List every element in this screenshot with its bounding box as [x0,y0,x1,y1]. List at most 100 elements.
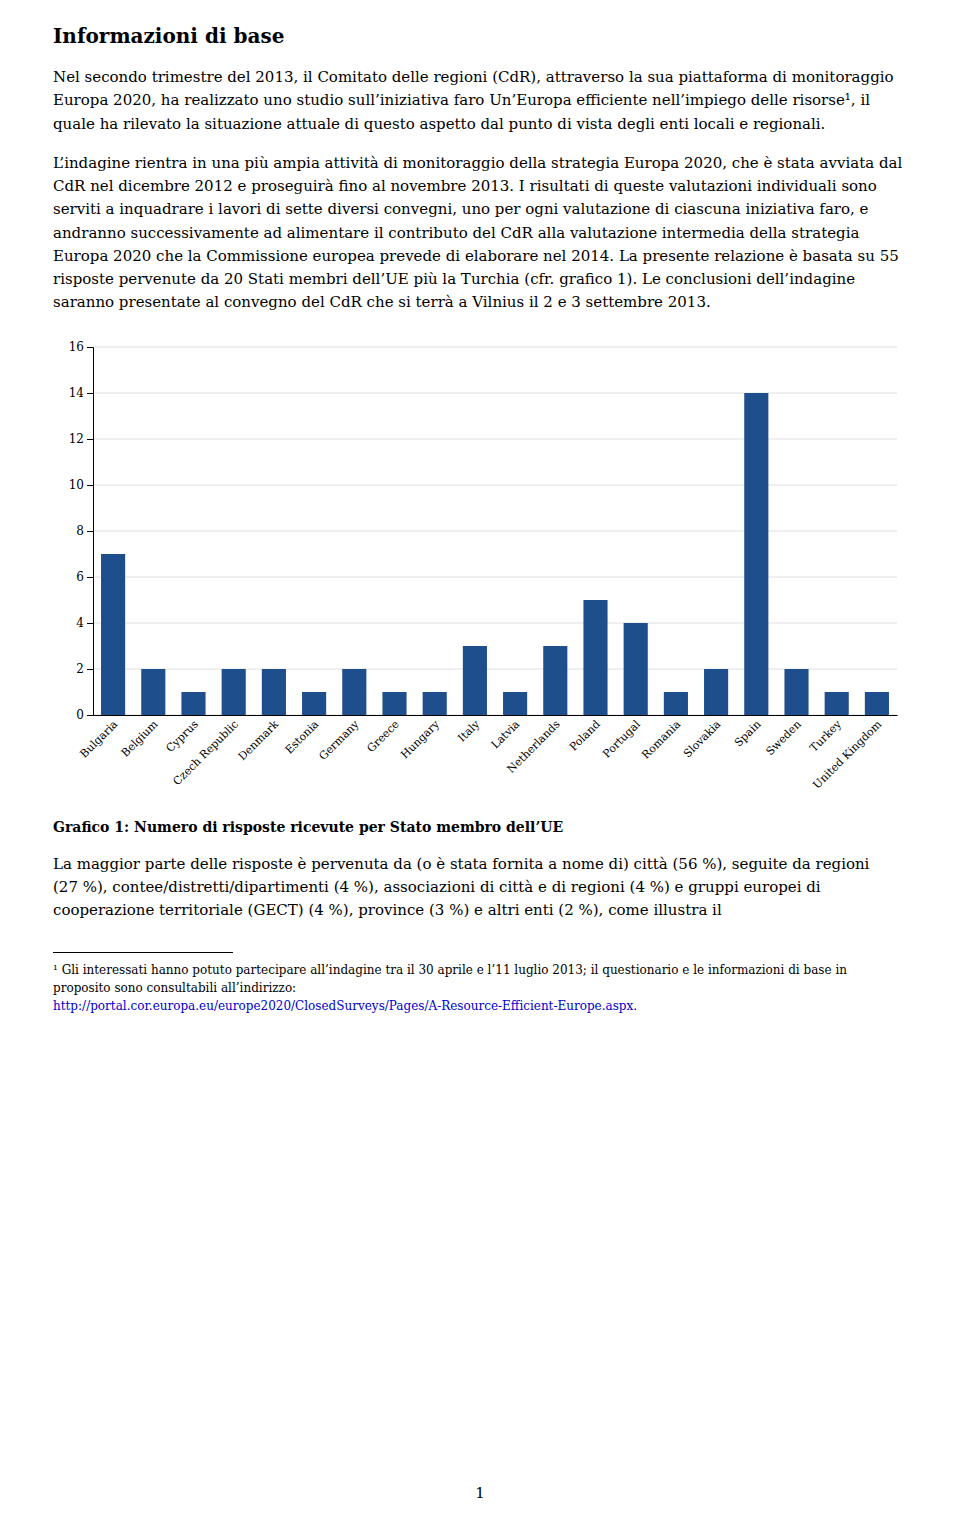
tick-label: Netherlands [504,717,562,775]
footnote: ¹ Gli interessati hanno potuto partecipa… [53,961,907,997]
tick-mark [87,669,93,670]
tick-label: Germany [316,717,362,763]
grid [93,347,897,715]
axis-line [87,347,94,715]
bar [865,692,889,715]
grid-line [93,484,897,485]
tick-label: 2 [76,662,84,676]
tick: Czech Republic [171,715,241,788]
bar [181,692,205,715]
tick-label: 6 [76,570,84,584]
tick: Portugal [600,715,643,761]
tick: Italy [455,715,482,745]
bar [624,623,648,715]
bar [101,554,125,715]
tick-label: Turkey [807,717,844,754]
grid-line [93,392,897,393]
tick-mark [87,623,93,624]
tick-label: Italy [455,717,482,744]
page-title: Informazioni di base [53,24,907,48]
tick-label: Bulgaria [78,717,121,760]
tick: Turkey [807,715,844,755]
paragraph: L’indagine rientra in una più ampia atti… [53,152,907,315]
x-axis: BulgariaBelgiumCyprusCzech RepublicDenma… [78,715,898,792]
tick: 0 [76,708,93,722]
bar [222,669,246,715]
bar [262,669,286,715]
tick: Bulgaria [78,715,121,761]
tick-label: Cyprus [164,717,201,754]
grid-line [93,668,897,669]
tick-mark [87,393,93,394]
tick-mark [87,577,93,578]
tick: 4 [76,616,93,630]
grid-line [93,576,897,577]
tick-label: Czech Republic [171,717,241,787]
tick: 6 [76,570,93,584]
tick-label: Portugal [600,717,643,760]
tick: Germany [316,715,362,763]
bar [784,669,808,715]
bar [342,669,366,715]
grid-line [93,714,897,715]
tick-label: Denmark [236,717,282,763]
tick-label: Slovakia [681,717,724,760]
tick-label: Poland [567,717,603,753]
bar [825,692,849,715]
tick-label: Hungary [398,717,442,761]
tick-label: 12 [69,432,84,446]
tick-label: Greece [364,717,401,754]
tick: Hungary [398,715,442,761]
footnote-separator [53,952,233,953]
bar [543,646,567,715]
tick-label: 4 [76,616,84,630]
plot-area: 0 2 4 6 8 10 12 14 16 BulgariaBelgiumCyprusCzech … [69,340,898,791]
axis-line [94,715,898,716]
tick-mark [87,531,93,532]
grid-line [93,346,897,347]
bar [463,646,487,715]
tick: 12 [69,432,93,446]
tick: 14 [69,386,93,400]
bar [302,692,326,715]
page: Informazioni di base Nel secondo trimestr… [53,24,907,1015]
bar [704,669,728,715]
tick: Estonia [283,715,322,757]
tick-label: 16 [69,340,84,354]
tick-label: Spain [732,717,764,749]
tick: United Kingdom [810,715,884,792]
footnote-url: http://portal.cor.europa.eu/europe2020/C… [53,997,907,1015]
tick: 2 [76,662,93,676]
tick: 16 [69,340,93,354]
tick: Cyprus [164,715,201,755]
tick-label: 8 [76,524,84,538]
tick: Latvia [489,715,523,751]
bar [744,393,768,715]
page-number: 1 [0,1484,960,1502]
tick-label: 10 [69,478,84,492]
grid-line [93,622,897,623]
tick-mark [87,439,93,440]
paragraph: La maggior parte delle risposte è perven… [53,853,907,923]
tick: Denmark [236,715,282,763]
tick: Sweden [763,715,803,758]
tick: 10 [69,478,93,492]
tick: Slovakia [681,715,724,760]
tick: 8 [76,524,93,538]
bars [101,393,889,715]
bar [423,692,447,715]
tick: Netherlands [504,715,562,776]
tick: Spain [732,715,764,749]
tick-mark [87,347,93,348]
tick-label: 0 [76,708,84,722]
tick-label: Latvia [489,717,523,751]
tick: Belgium [119,715,161,760]
tick: Greece [364,715,401,755]
bar [503,692,527,715]
tick-label: Romania [639,717,683,761]
paragraph: Nel secondo trimestre del 2013, il Comit… [53,66,907,136]
chart-title: Grafico 1: Numero di risposte ricevute p… [53,819,907,835]
bar [141,669,165,715]
tick-mark [87,485,93,486]
tick-label: United Kingdom [810,717,884,791]
